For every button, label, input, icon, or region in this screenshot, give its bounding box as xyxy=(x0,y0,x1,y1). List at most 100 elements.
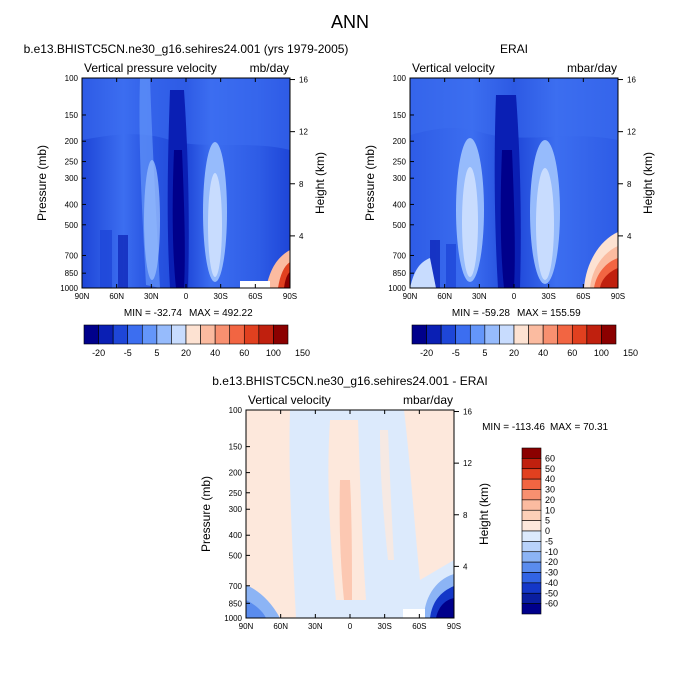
y-tick-label-right: 8 xyxy=(627,180,632,189)
colorbar-swatch xyxy=(141,324,158,345)
y-tick-label: 100 xyxy=(65,74,79,83)
colorbar-label: -5 xyxy=(545,536,553,546)
colorbar-label: -50 xyxy=(545,588,558,598)
colorbar-swatch xyxy=(521,603,542,615)
colorbar-swatch xyxy=(521,468,542,480)
x-tick-label: 30N xyxy=(308,622,323,631)
y-tick-label: 200 xyxy=(229,469,243,478)
colorbar-swatch xyxy=(586,324,602,345)
y-tick-label: 850 xyxy=(229,599,243,608)
colorbar-label: -30 xyxy=(545,568,558,578)
min-label: MIN = -113.46 xyxy=(482,422,545,433)
y-axis-label: Pressure (mb) xyxy=(199,476,213,552)
figure-title: ANN xyxy=(331,12,369,32)
max-label: MAX = 70.31 xyxy=(550,422,609,433)
colorbar-label: 60 xyxy=(239,348,249,358)
y-axis-label-right: Height (km) xyxy=(477,483,491,545)
colorbar-swatch xyxy=(528,324,544,345)
max-label: MAX = 155.59 xyxy=(517,308,581,319)
colorbar-swatch xyxy=(513,324,529,345)
x-tick-label: 90S xyxy=(283,292,297,301)
colorbar-swatch xyxy=(521,458,542,470)
colorbar-label: 50 xyxy=(545,464,555,474)
colorbar-swatch xyxy=(521,509,542,521)
colorbar-swatch xyxy=(200,324,216,345)
colorbar-swatch xyxy=(601,324,617,345)
y-tick-label: 1000 xyxy=(60,284,78,293)
x-tick-label: 90S xyxy=(447,622,461,631)
y-tick-label-right: 12 xyxy=(299,128,308,137)
colorbar-swatch xyxy=(112,324,129,345)
y-tick-label: 850 xyxy=(393,269,407,278)
colorbar-swatch xyxy=(98,324,114,345)
colorbar-swatch xyxy=(171,324,187,345)
x-tick-label: 90N xyxy=(75,292,90,301)
x-tick-label: 60S xyxy=(576,292,590,301)
colorbar-label: -20 xyxy=(545,557,558,567)
left-label: Vertical pressure velocity xyxy=(84,61,217,75)
min-label: MIN = -59.28 xyxy=(452,308,511,319)
colorbar-swatch xyxy=(542,324,559,345)
y-axis-label-right: Height (km) xyxy=(313,152,327,214)
y-tick-label-right: 16 xyxy=(299,76,308,85)
colorbar-swatch xyxy=(83,324,99,345)
y-tick-label: 700 xyxy=(229,582,243,591)
y-tick-label: 200 xyxy=(393,137,407,146)
panel-diff: b.e13.BHISTC5CN.ne30_g16.sehires24.001 -… xyxy=(199,374,609,631)
y-tick-label-right: 8 xyxy=(299,180,304,189)
colorbar-label: 5 xyxy=(545,516,550,526)
colorbar-label: 40 xyxy=(538,348,548,358)
colorbar-swatch xyxy=(156,324,172,345)
y-tick-label: 1000 xyxy=(224,614,242,623)
left-label: Vertical velocity xyxy=(412,61,495,75)
contour-field xyxy=(410,78,618,288)
colorbar-label: -10 xyxy=(545,547,558,557)
colorbar-swatch xyxy=(455,324,471,345)
colorbar-label: 30 xyxy=(545,485,555,495)
panel-title: b.e13.BHISTC5CN.ne30_g16.sehires24.001 -… xyxy=(212,374,488,388)
y-tick-label: 250 xyxy=(393,158,407,167)
colorbar-swatch xyxy=(469,324,486,345)
y-axis-label: Pressure (mb) xyxy=(363,145,377,221)
colorbar-swatch xyxy=(521,478,542,490)
x-tick-label: 0 xyxy=(512,292,517,301)
y-axis-label: Pressure (mb) xyxy=(35,145,49,221)
right-label: mbar/day xyxy=(403,393,453,407)
x-tick-label: 60N xyxy=(109,292,124,301)
x-tick-label: 0 xyxy=(184,292,189,301)
y-tick-label-right: 4 xyxy=(463,562,468,571)
max-label: MAX = 492.22 xyxy=(189,308,253,319)
colorbar-swatch xyxy=(127,324,143,345)
colorbar-label: 5 xyxy=(154,348,159,358)
colorbar-swatch xyxy=(258,324,274,345)
colorbar-swatch xyxy=(521,499,542,511)
y-tick-label: 850 xyxy=(65,269,79,278)
y-tick-label-right: 4 xyxy=(299,232,304,241)
y-tick-label: 150 xyxy=(65,111,79,120)
colorbar-label: 100 xyxy=(594,348,609,358)
colorbar-swatch xyxy=(243,324,260,345)
y-tick-label-right: 12 xyxy=(463,459,472,468)
x-tick-label: 0 xyxy=(348,622,353,631)
colorbar-label: -20 xyxy=(92,348,105,358)
colorbar-swatch xyxy=(521,592,542,604)
x-tick-label: 30S xyxy=(542,292,556,301)
colorbar-label: -5 xyxy=(124,348,132,358)
colorbar-swatch xyxy=(521,520,542,532)
contour-field xyxy=(246,410,454,618)
colorbar-swatch xyxy=(571,324,588,345)
colorbar-label: 40 xyxy=(545,474,555,484)
contour-field xyxy=(82,78,290,288)
y-tick-label: 100 xyxy=(229,406,243,415)
colorbar-label: 40 xyxy=(210,348,220,358)
x-tick-label: 30N xyxy=(144,292,159,301)
colorbar-label: -40 xyxy=(545,578,558,588)
y-tick-label: 250 xyxy=(229,489,243,498)
y-tick-label: 300 xyxy=(229,505,243,514)
left-label: Vertical velocity xyxy=(248,393,331,407)
x-tick-label: 30S xyxy=(214,292,228,301)
colorbar-swatch xyxy=(521,551,542,563)
right-label: mb/day xyxy=(250,61,289,75)
y-tick-label: 400 xyxy=(393,200,407,209)
y-tick-label: 150 xyxy=(229,443,243,452)
